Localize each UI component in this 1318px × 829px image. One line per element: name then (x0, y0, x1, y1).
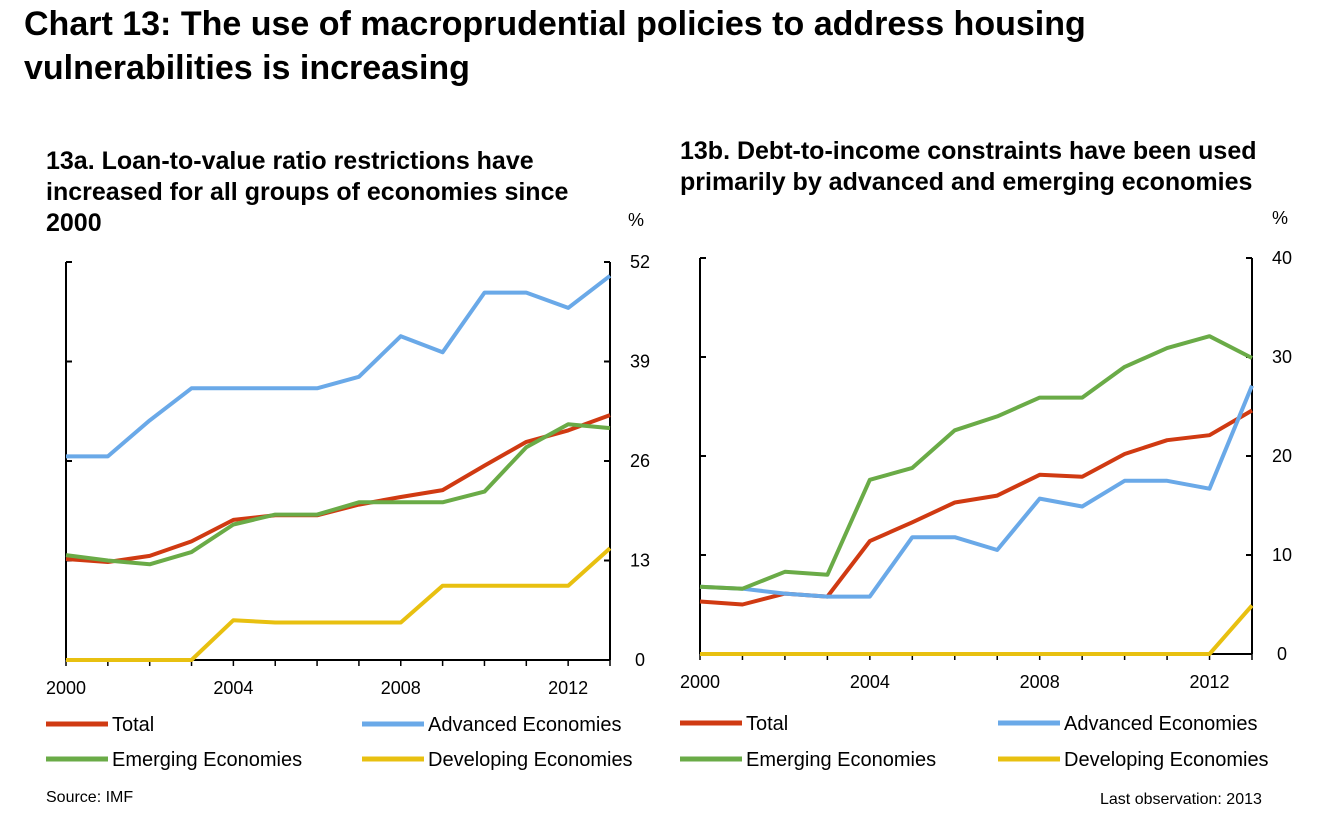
chart-a-ytick-label-1: 13 (630, 551, 650, 571)
chart-a-ytick-label-4: 52 (630, 252, 650, 272)
chart-a-series-developing-economies (66, 546, 612, 662)
chart-a-xtick-label-0: 2000 (46, 678, 86, 698)
chart-a-legend-label-total: Total (112, 714, 154, 736)
chart-b-xtick-label-1: 2004 (850, 672, 890, 692)
chart-a-xtick-label-2: 2008 (381, 678, 421, 698)
chart-b-legend-label-total: Total (746, 713, 788, 735)
chart-b-xtick-label-3: 2012 (1190, 672, 1230, 692)
chart-b-series-total (699, 408, 1254, 607)
chart-b-legend-label-emerging-economies: Emerging Economies (746, 749, 936, 771)
chart-b-group: 0 10 20 30 40% 2000 2004 2008 2012 Total Advanced … (680, 208, 1292, 771)
chart-a-xtick-label-1: 2004 (213, 678, 253, 698)
chart-b-ytick-label-2: 20 (1272, 446, 1292, 466)
chart-b-ytick-label-0: 0 (1277, 644, 1287, 664)
chart-a-legend-label-developing-economies: Developing Economies (428, 749, 633, 771)
chart-a-legend-label-advanced-economies: Advanced Economies (428, 714, 621, 736)
chart-b-xtick-label-2: 2008 (1020, 672, 1060, 692)
chart-b-legend-label-advanced-economies: Advanced Economies (1064, 713, 1257, 735)
chart-b-series-emerging-economies (699, 334, 1253, 591)
last-observation-note: Last observation: 2013 (1100, 791, 1262, 808)
source-note: Source: IMF (46, 789, 134, 806)
chart-a-ytick-label-2: 26 (630, 451, 650, 471)
chart-a-ytick-label-3: 39 (630, 352, 650, 372)
chart-b-title: 13b. Debt-to-income constraints have bee… (680, 137, 1257, 196)
chart-b-ytick-label-3: 30 (1272, 347, 1292, 367)
chart-b-series-developing-economies (700, 604, 1254, 656)
chart-a-legend-label-emerging-economies: Emerging Economies (112, 749, 302, 771)
chart-a-series-emerging-economies (65, 422, 611, 567)
chart-a-series-advanced-economies (66, 274, 612, 459)
chart-a-xtick-label-3: 2012 (548, 678, 588, 698)
chart-b-ytick-label-1: 10 (1272, 545, 1292, 565)
chart-b-xtick-label-0: 2000 (680, 672, 720, 692)
chart-b-series-advanced-economies (699, 384, 1254, 599)
chart-a-series-total (65, 413, 611, 564)
chart-a-group: 0 13 26 39 52% 2000 2004 2008 2012 Total Advanced … (46, 210, 650, 771)
chart-b-ytick-label-4: 40 (1272, 248, 1292, 268)
chart-b-unit-label: % (1272, 208, 1288, 228)
chart-a-title: 13a. Loan-to-value ratio restrictions ha… (46, 147, 569, 237)
chart-b-legend-label-developing-economies: Developing Economies (1064, 749, 1269, 771)
chart-a-ytick-label-0: 0 (635, 650, 645, 670)
page-title: Chart 13: The use of macroprudential pol… (24, 5, 1086, 87)
chart-a-unit-label: % (628, 210, 644, 230)
